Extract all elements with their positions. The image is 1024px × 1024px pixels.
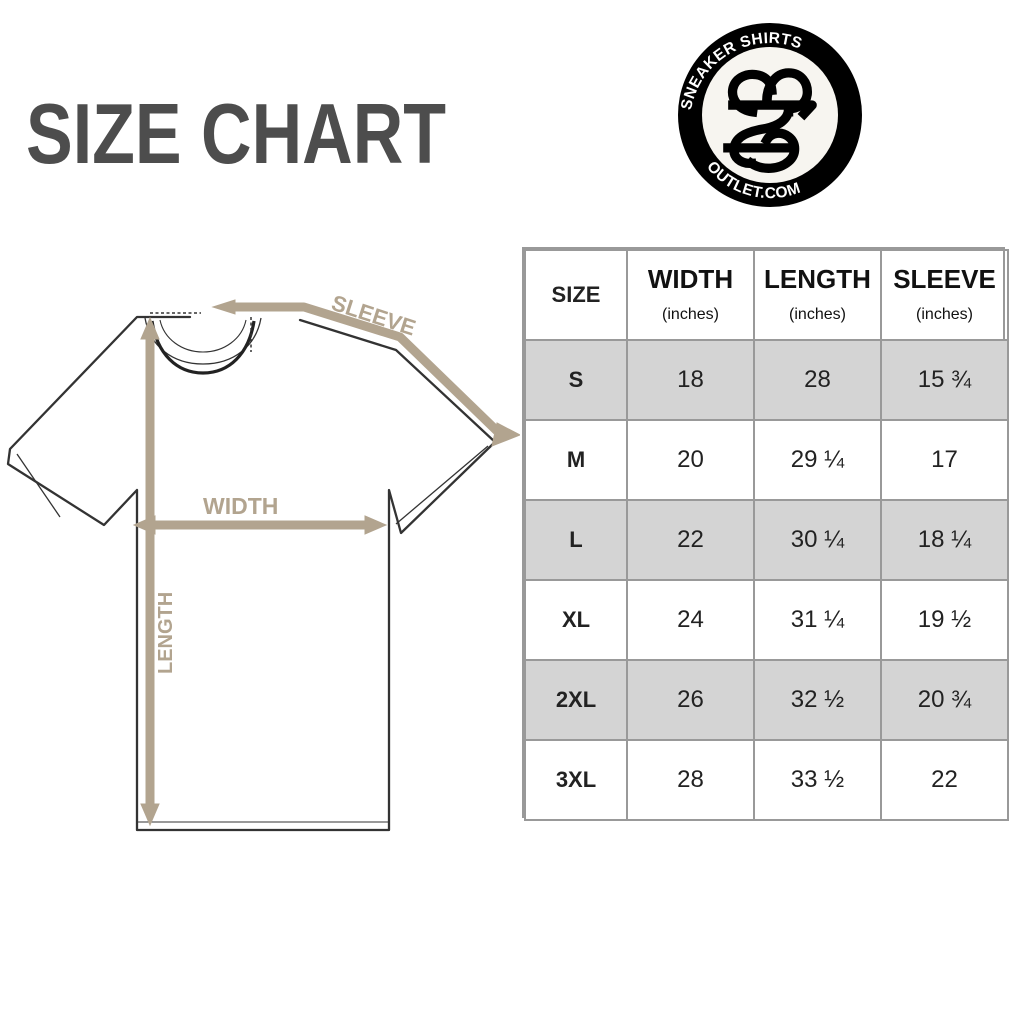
svg-text:WIDTH: WIDTH (203, 493, 278, 519)
svg-text:LENGTH: LENGTH (155, 592, 177, 674)
